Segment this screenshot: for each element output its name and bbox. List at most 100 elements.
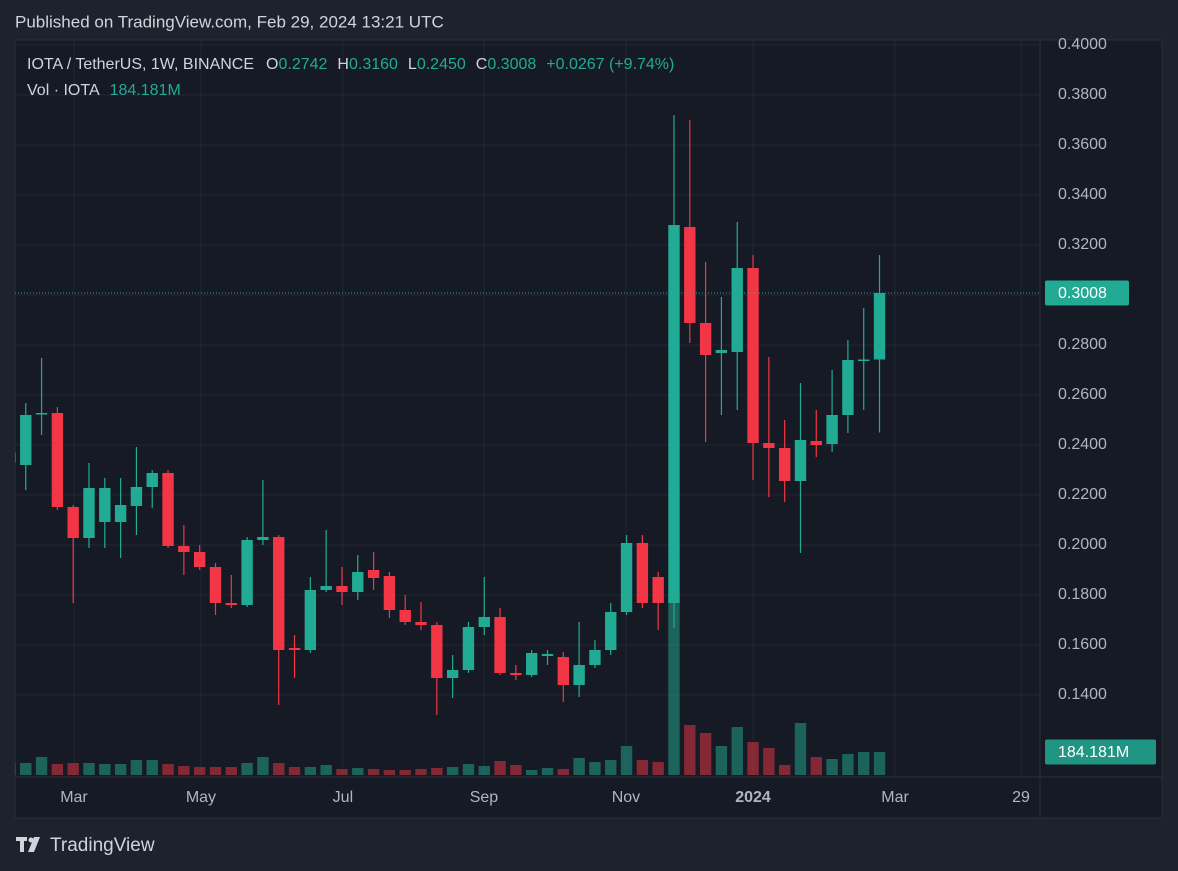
candle-body	[652, 577, 664, 603]
volume-bar	[541, 768, 554, 775]
volume-bar	[684, 725, 696, 775]
legend-key: L	[408, 56, 417, 73]
volume-bar	[225, 767, 237, 775]
last-price-badge	[1045, 280, 1129, 306]
y-tick-label: 0.2400	[1058, 436, 1107, 453]
candle-body	[636, 543, 649, 603]
candle-body	[367, 570, 380, 578]
x-tick-label: Sep	[470, 789, 499, 806]
volume-bar	[731, 727, 743, 775]
y-tick-label: 0.3200	[1058, 236, 1107, 253]
volume-bar	[367, 769, 380, 775]
volume-bar	[636, 760, 649, 775]
candle-body	[794, 440, 807, 481]
candle-body	[446, 670, 459, 678]
candle-body	[699, 323, 712, 355]
candle-body	[589, 650, 601, 665]
volume-bar	[193, 767, 206, 775]
volume-bar	[352, 768, 364, 775]
candle-body	[383, 576, 396, 610]
x-tick-label: Mar	[60, 789, 88, 806]
candle-body	[257, 537, 269, 540]
candle-body	[130, 487, 143, 506]
volume-bar	[35, 757, 48, 775]
volume-title: Vol · IOTA	[27, 82, 100, 99]
volume-bar	[257, 757, 269, 775]
candle-body	[873, 293, 886, 360]
volume-bar	[446, 767, 459, 775]
x-tick-label: May	[186, 789, 216, 806]
symbol: IOTA / TetherUS, 1W, BINANCE	[27, 56, 254, 73]
candle-body	[15, 452, 16, 463]
candle-body	[668, 225, 680, 603]
candle-body	[35, 413, 48, 415]
volume-bar	[573, 758, 585, 775]
legend-value: 0.2742	[278, 56, 327, 73]
candle-body	[731, 268, 743, 352]
x-tick-label: 2024	[735, 789, 771, 806]
candle-body	[352, 572, 364, 592]
candle-body	[83, 488, 95, 538]
candle-body	[99, 488, 111, 522]
legend-change: +0.0267 (+9.74%)	[546, 56, 674, 73]
volume-legend: Vol · IOTA 184.181M	[27, 82, 181, 99]
x-tick-label: Jul	[333, 789, 353, 806]
y-tick-label: 0.2200	[1058, 486, 1107, 503]
volume-bar	[162, 764, 174, 775]
candle-body	[162, 473, 174, 546]
candle-body	[778, 448, 791, 481]
volume-bar	[810, 757, 822, 775]
y-tick-label: 0.1600	[1058, 636, 1107, 653]
volume-bar	[241, 763, 253, 775]
chart-frame	[14, 39, 1163, 819]
candle-body	[304, 590, 317, 650]
legend-value: 0.2450	[417, 56, 466, 73]
volume-bar	[747, 742, 759, 775]
candle-body	[241, 540, 253, 605]
candle-body	[336, 586, 348, 592]
y-tick-label: 0.1400	[1058, 686, 1107, 703]
candle-body	[415, 622, 427, 625]
candle-body	[541, 654, 554, 656]
candle-body	[20, 415, 32, 465]
legend-key: O	[266, 56, 278, 73]
candle-body	[178, 546, 190, 552]
volume-bar	[715, 746, 728, 775]
candle-body	[225, 603, 237, 605]
volume-bar	[67, 763, 79, 775]
volume-bar	[320, 765, 332, 775]
volume-bar	[510, 765, 522, 775]
volume-bar	[668, 592, 680, 775]
y-tick-label: 0.3400	[1058, 186, 1107, 203]
legend-value: 0.3008	[487, 56, 536, 73]
candle-body	[510, 673, 522, 675]
volume-bar	[130, 760, 143, 775]
candle-body	[858, 359, 870, 361]
volume-badge-label: 184.181M	[1058, 744, 1129, 761]
candle-body	[462, 627, 475, 670]
y-tick-label: 0.3800	[1058, 86, 1107, 103]
volume-bar	[605, 760, 617, 775]
volume-bar	[494, 761, 506, 775]
candle-body	[146, 473, 158, 487]
brand-logo	[16, 837, 40, 852]
candle-body	[209, 567, 222, 603]
volume-bar	[336, 769, 348, 775]
volume-bar	[557, 769, 570, 775]
volume-bar	[478, 766, 490, 775]
candle-body	[193, 552, 206, 567]
volume-bar	[873, 751, 886, 775]
volume-bar	[778, 765, 791, 775]
y-tick-label: 0.1800	[1058, 586, 1107, 603]
brand: TradingView	[50, 835, 155, 856]
volume-bar	[794, 723, 807, 775]
volume-bar	[383, 770, 396, 775]
candle-body	[763, 443, 775, 448]
last-price-label: 0.3008	[1058, 285, 1107, 302]
volume-bar	[51, 764, 64, 775]
volume-bar	[399, 770, 411, 775]
volume-bar	[589, 762, 601, 775]
candle-body	[684, 227, 696, 323]
legend-key: C	[476, 56, 488, 73]
candle-body	[573, 665, 585, 685]
